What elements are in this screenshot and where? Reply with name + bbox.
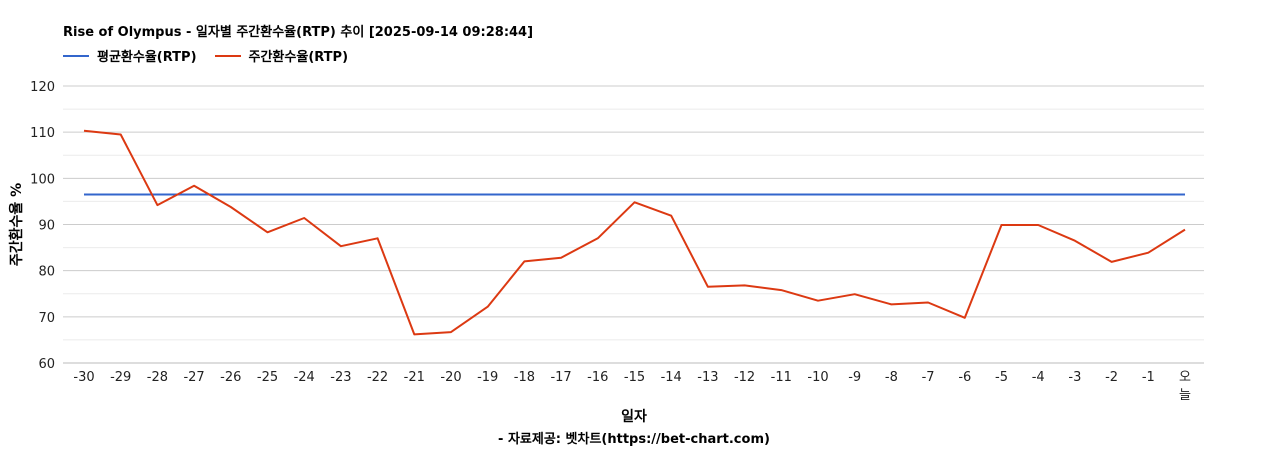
legend-item-average[interactable]: 평균환수율(RTP) <box>63 46 197 65</box>
x-tick-label: -24 <box>294 370 315 385</box>
x-tick-label: -29 <box>110 370 131 385</box>
x-tick-label: -12 <box>734 370 755 385</box>
y-tick-label: 90 <box>38 219 55 234</box>
x-tick-label: -1 <box>1142 370 1155 385</box>
x-tick-label: -7 <box>922 370 935 385</box>
x-tick-label: -9 <box>848 370 861 385</box>
x-tick-label: -17 <box>550 370 571 385</box>
x-tick-label: -19 <box>477 370 498 385</box>
legend-label-weekly: 주간환수율(RTP) <box>248 50 349 65</box>
x-tick-label: -16 <box>587 370 608 385</box>
x-tick-label: -13 <box>697 370 718 385</box>
y-axis-ticks: 60 70 80 90 100 110 120 <box>30 80 55 372</box>
series-line-weekly[interactable] <box>83 129 1186 336</box>
x-tick-label: -6 <box>958 370 971 385</box>
legend-label-average: 평균환수율(RTP) <box>97 50 197 65</box>
y-axis-title: 주간환수율 % <box>8 183 25 266</box>
x-tick-label: -22 <box>367 370 388 385</box>
series-lines <box>83 129 1186 336</box>
x-tick-label: -8 <box>885 370 898 385</box>
x-tick-label: -25 <box>257 370 278 385</box>
x-tick-label: -3 <box>1068 370 1081 385</box>
y-tick-label: 70 <box>38 311 55 326</box>
x-tick-label: -10 <box>807 370 828 385</box>
chart-title: Rise of Olympus - 일자별 주간환수율(RTP) 추이 [202… <box>63 25 534 40</box>
legend-item-weekly[interactable]: 주간환수율(RTP) <box>214 46 349 65</box>
y-tick-label: 100 <box>30 172 55 187</box>
x-tick-label: -5 <box>995 370 1008 385</box>
y-tick-label: 80 <box>38 265 55 280</box>
x-tick-label: -27 <box>183 370 204 385</box>
x-tick-label: -4 <box>1032 370 1045 385</box>
x-tick-label: -15 <box>624 370 645 385</box>
source-credit: - 자료제공: 벳차트(https://bet-chart.com) <box>498 432 770 447</box>
x-tick-label: -2 <box>1105 370 1118 385</box>
legend-swatch-average <box>63 54 89 57</box>
y-tick-label: 60 <box>38 357 55 372</box>
y-tick-label: 120 <box>30 80 55 95</box>
x-axis-ticks: -30 -29 -28 -27 -26 -25 -24 -23 -22 -21 -20 -19 -18-… <box>73 370 1191 403</box>
x-tick-label: -26 <box>220 370 241 385</box>
x-tick-label: -18 <box>514 370 535 385</box>
x-tick-label: -21 <box>404 370 425 385</box>
x-axis-title: 일자 <box>621 409 647 425</box>
x-tick-label: -11 <box>771 370 792 385</box>
x-tick-label: -20 <box>440 370 461 385</box>
x-tick-label: -30 <box>73 370 94 385</box>
x-tick-label: -23 <box>330 370 351 385</box>
legend: 평균환수율(RTP) 주간환수율(RTP) <box>63 46 366 65</box>
x-tick-label: -28 <box>147 370 168 385</box>
legend-swatch-weekly <box>214 54 241 57</box>
x-tick-label: -14 <box>661 370 682 385</box>
y-tick-label: 110 <box>30 126 55 141</box>
